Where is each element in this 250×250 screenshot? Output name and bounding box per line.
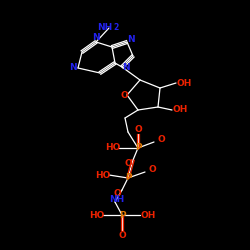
- Text: O: O: [113, 190, 121, 198]
- Text: N: N: [92, 34, 100, 42]
- Text: NH: NH: [110, 194, 124, 203]
- Text: P: P: [125, 174, 131, 182]
- Text: N: N: [127, 34, 135, 43]
- Text: O: O: [120, 92, 128, 100]
- Text: P: P: [119, 210, 125, 220]
- Text: N: N: [122, 62, 130, 72]
- Text: 2: 2: [114, 22, 119, 32]
- Text: NH: NH: [98, 22, 112, 32]
- Text: O: O: [124, 160, 132, 168]
- Text: O: O: [134, 124, 142, 134]
- Text: OH: OH: [140, 210, 156, 220]
- Text: P: P: [135, 144, 141, 152]
- Text: OH: OH: [176, 78, 192, 88]
- Text: OH: OH: [172, 106, 188, 114]
- Text: N: N: [69, 64, 77, 72]
- Text: O: O: [118, 230, 126, 239]
- Text: HO: HO: [95, 170, 111, 179]
- Text: O: O: [148, 166, 156, 174]
- Text: HO: HO: [89, 210, 105, 220]
- Text: O: O: [157, 136, 165, 144]
- Text: HO: HO: [105, 144, 121, 152]
